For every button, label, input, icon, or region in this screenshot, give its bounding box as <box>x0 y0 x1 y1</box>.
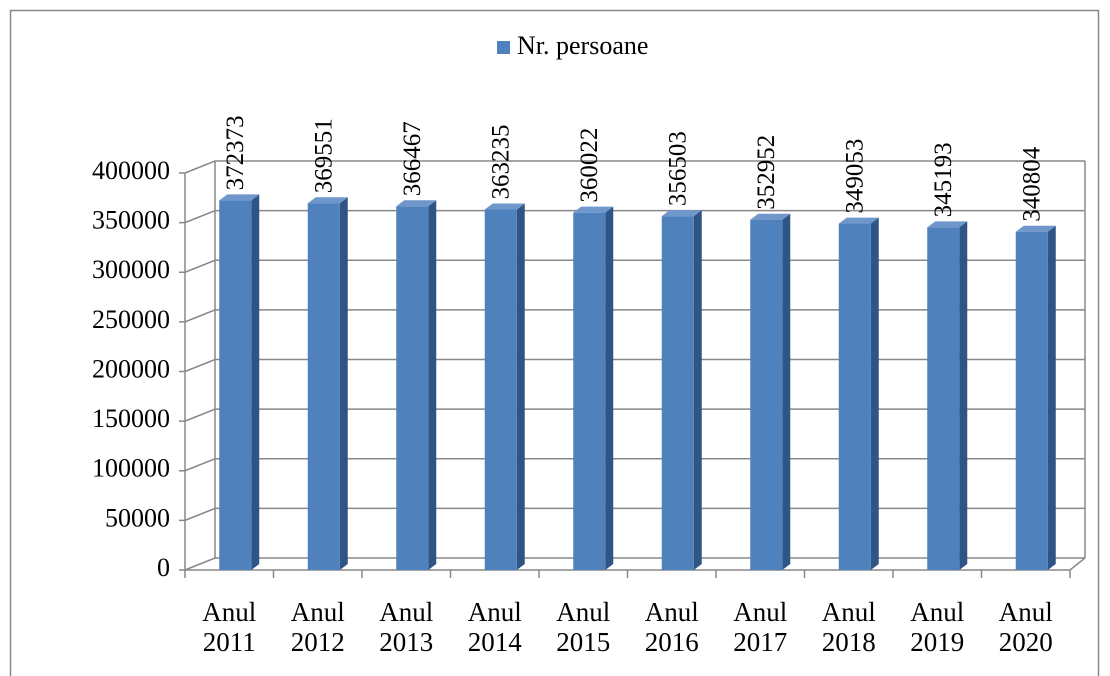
legend-label: Nr. persoane <box>517 31 648 60</box>
bar-side <box>605 206 614 570</box>
value-label: 340804 <box>1018 146 1045 222</box>
bar-group <box>219 194 260 570</box>
grid-line <box>184 309 1085 323</box>
grid-line <box>184 408 1085 422</box>
bar-top <box>396 200 437 207</box>
grid-line <box>184 160 1085 174</box>
bar <box>307 203 340 570</box>
x-tick-label: Anul 2015 <box>556 597 611 657</box>
bar-group <box>307 197 348 570</box>
x-tick-label: Anul 2013 <box>379 597 434 657</box>
bar-top <box>219 194 260 201</box>
bar-group <box>750 213 791 571</box>
x-tick-label: Anul 2012 <box>290 597 345 657</box>
y-tick-label: 50000 <box>105 503 170 532</box>
value-label: 363235 <box>487 124 514 199</box>
grid-line <box>184 358 1085 373</box>
bar-side <box>251 194 260 570</box>
bar-top <box>927 221 968 228</box>
x-tick-label: Anul 2020 <box>998 597 1053 657</box>
bar-group <box>484 203 525 570</box>
bar <box>573 212 606 570</box>
bar <box>661 216 694 570</box>
bar-side <box>428 200 437 571</box>
value-label: 372373 <box>222 115 249 190</box>
bar-side <box>959 221 968 571</box>
legend-swatch <box>497 41 510 54</box>
grid-line <box>184 259 1085 273</box>
bar-group <box>927 221 968 571</box>
grid-line <box>184 507 1085 522</box>
y-tick-label: 200000 <box>92 354 170 383</box>
bar-top <box>484 203 525 210</box>
bar-top <box>661 210 702 217</box>
y-tick-label: 100000 <box>92 454 170 483</box>
value-label: 349053 <box>841 139 868 214</box>
bar <box>484 209 517 570</box>
bar <box>927 227 960 571</box>
grid-line <box>184 458 1085 472</box>
value-label: 356503 <box>664 131 691 206</box>
grid-line <box>184 557 1085 571</box>
y-tick-label: 250000 <box>92 305 170 334</box>
bar-top <box>1015 225 1056 232</box>
x-tick-label: Anul 2018 <box>821 597 876 657</box>
bar-top <box>750 213 791 220</box>
value-label: 360022 <box>576 128 603 203</box>
x-tick-label: Anul 2016 <box>644 597 699 657</box>
value-label: 369551 <box>310 118 337 193</box>
bar <box>219 200 252 570</box>
y-tick-label: 150000 <box>92 404 170 433</box>
bar-top <box>307 197 348 204</box>
x-tick-label: Anul 2017 <box>733 597 788 657</box>
bar-group <box>573 206 614 570</box>
x-tick-label: Anul 2019 <box>910 597 965 657</box>
bar-side <box>516 203 525 570</box>
y-tick-label: 0 <box>157 553 170 582</box>
bar-side <box>693 210 702 570</box>
value-label: 366467 <box>399 121 426 196</box>
bar-side <box>1047 225 1056 571</box>
x-tick-label: Anul 2011 <box>202 597 257 657</box>
bar-side <box>870 217 879 571</box>
value-label: 352952 <box>753 135 780 210</box>
bar <box>750 219 783 571</box>
y-tick-label: 350000 <box>92 206 170 235</box>
bar-group <box>661 210 702 570</box>
chart-frame <box>9 9 1100 676</box>
bar-side <box>782 213 791 571</box>
bar-top <box>573 206 614 213</box>
bar-top <box>838 217 879 224</box>
bar-group <box>1015 225 1056 571</box>
grid-line <box>184 209 1085 224</box>
bar-group <box>838 217 879 571</box>
y-tick-label: 300000 <box>92 255 170 284</box>
x-tick-label: Anul 2014 <box>467 597 522 657</box>
value-label: 345193 <box>930 142 957 217</box>
bar <box>1015 231 1048 571</box>
bar <box>396 206 429 571</box>
y-tick-label: 400000 <box>92 156 170 185</box>
bar <box>838 223 871 571</box>
bar-side <box>339 197 348 570</box>
bar-group <box>396 200 437 571</box>
